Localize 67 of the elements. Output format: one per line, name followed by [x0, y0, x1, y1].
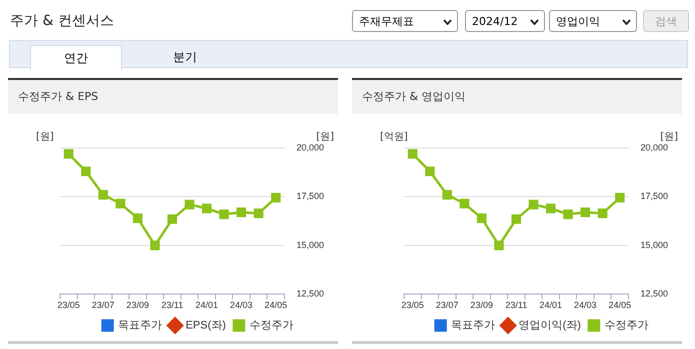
point: [132, 213, 142, 223]
y2-tick-label: 12,500: [640, 288, 668, 299]
x-tick-label: 23/11: [505, 300, 528, 310]
y2-tick-label: 12,500: [296, 288, 324, 299]
point: [528, 200, 538, 210]
y2-tick-label: 17,500: [296, 191, 324, 202]
chart-title: 수정주가 & EPS: [8, 80, 338, 114]
y2-axis-title: [원]: [660, 132, 678, 143]
legend-label: EPS(좌): [186, 320, 226, 332]
point: [64, 149, 74, 159]
y-axis-title: [원]: [36, 132, 54, 143]
text: 분기: [172, 49, 198, 66]
text: 검색: [643, 10, 689, 32]
point: [563, 209, 573, 220]
x-tick-label: 24/03: [574, 300, 597, 310]
x-tick-label: 23/05: [57, 300, 80, 310]
point: [460, 198, 470, 208]
y2-tick-label: 17,500: [640, 191, 668, 202]
point: [408, 149, 418, 159]
point: [476, 213, 486, 223]
y2-tick-label: 15,000: [296, 240, 324, 250]
text: 주재무제표: [359, 15, 414, 28]
point: [494, 240, 504, 250]
x-tick-label: 23/05: [401, 300, 424, 310]
x-tick-label: 23/09: [126, 300, 149, 310]
point: [254, 208, 264, 218]
text: 영업이익: [556, 15, 600, 28]
point: [580, 208, 590, 218]
x-tick-label: 23/09: [470, 300, 493, 310]
legend-label: 수정주가: [604, 320, 648, 332]
x-tick-label: 24/01: [540, 300, 562, 310]
x-tick-label: 24/01: [196, 300, 218, 310]
point: [236, 208, 246, 218]
x-tick-label: 24/03: [230, 300, 253, 310]
text: 주가 & 컨센서스: [10, 12, 114, 30]
point: [425, 166, 435, 176]
point: [202, 204, 212, 214]
chart-title: 수정주가 & 영업이익: [352, 80, 682, 114]
y2-tick-label: 15,000: [640, 240, 668, 250]
x-tick-label: 24/05: [608, 300, 632, 310]
point: [219, 209, 229, 220]
point: [116, 198, 126, 208]
x-tick-label: 23/11: [161, 300, 184, 310]
legend-label: 목표주가: [118, 320, 162, 332]
legend-label: 목표주가: [451, 320, 496, 332]
y-axis-title: [억원]: [380, 132, 408, 143]
x-tick-label: 23/07: [436, 300, 458, 310]
y2-axis-title: [원]: [316, 132, 334, 143]
point: [167, 214, 178, 224]
point: [442, 190, 452, 200]
text: 연간: [30, 45, 122, 70]
y2-tick-label: 20,000: [640, 142, 668, 152]
point: [150, 240, 160, 250]
point: [511, 214, 522, 224]
y2-tick-label: 20,000: [296, 142, 324, 152]
x-tick-label: 24/05: [264, 300, 288, 310]
x-tick-label: 23/07: [92, 300, 114, 310]
point: [615, 192, 625, 202]
point: [271, 192, 281, 202]
legend-label: 수정주가: [249, 320, 294, 332]
point: [184, 200, 194, 210]
text: 2024/12: [472, 15, 518, 28]
point: [598, 208, 608, 218]
point: [546, 204, 556, 214]
point: [98, 190, 108, 200]
legend-label: 영업이익(좌): [518, 320, 581, 332]
point: [81, 166, 91, 176]
